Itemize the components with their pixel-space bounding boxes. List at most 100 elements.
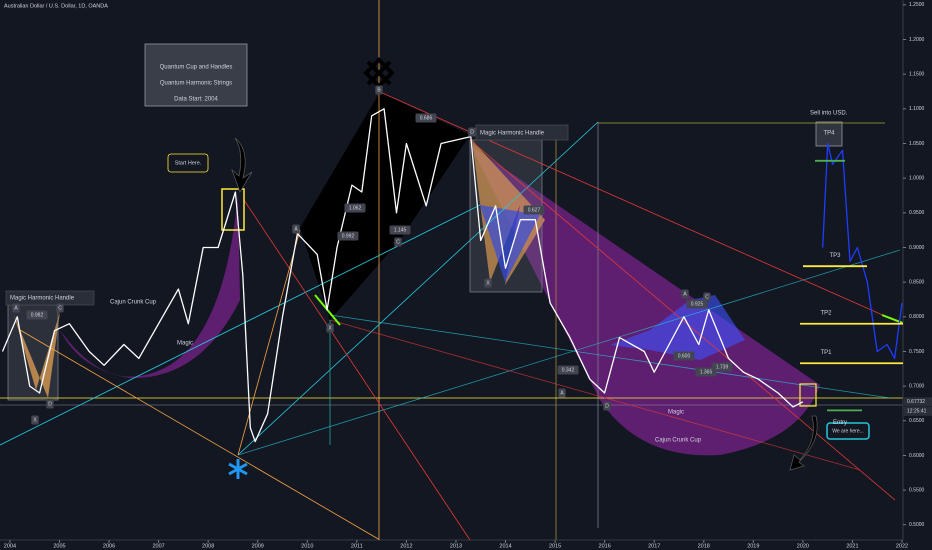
x-tick-label: 2011 [351,543,363,549]
highlight-box [799,383,817,407]
pattern-label: D [48,401,52,407]
arrow [789,415,818,471]
label-box [475,124,569,141]
pattern-tag [26,310,48,320]
trend-line [237,229,301,456]
y-tick-label: 0.9000 [909,245,925,251]
cup-area [470,145,820,456]
pattern-tag [31,415,39,425]
cup-area [60,195,240,379]
harmonic-shape [14,312,60,398]
pattern-tag [711,362,733,372]
countdown-tag [904,406,932,416]
annotation: Quantum Harmonic Strings [160,81,232,87]
annotation: Magic [668,410,684,416]
box [815,121,843,147]
pattern-tag [389,225,411,235]
y-tick-label: 1.2000 [909,37,925,43]
arrow [231,137,253,193]
pattern-label: A [560,390,564,396]
annotation: We are here... [832,428,864,434]
pattern-tag [344,203,366,213]
y-tick-label: 1.2500 [909,2,925,8]
pattern-label: B [377,87,381,93]
pattern-label: X [328,325,332,331]
price-tag [904,397,932,407]
x-tick-label: 2019 [747,543,759,549]
pattern-tag [46,399,54,409]
x-tick-label: 2010 [301,543,313,549]
annotation: Data Start: 2004 [174,97,218,103]
pattern-label: C [705,294,709,300]
pattern-label: 0.982 [31,312,44,318]
annotation: Cajun Crunk Cup [655,438,702,444]
pattern-tag [468,127,476,137]
pattern-label: 0.992 [342,233,355,239]
pattern-label: X [33,417,37,423]
pattern-tag [681,289,689,299]
pattern-label: 1.062 [349,205,362,211]
trend-line [329,319,861,471]
annotation: Quantum Cup and Handles [160,65,233,71]
note-box [826,422,870,440]
y-tick-label: 1.0500 [909,141,925,147]
pattern-tag [292,224,300,234]
pattern-label: X [486,280,490,286]
y-tick-label: 0.5000 [909,522,925,528]
pattern-label: 0.342 [562,367,575,373]
trend-line [243,199,471,541]
x-tick-label: 2009 [252,543,264,549]
annotation: Magic [177,341,193,347]
y-tick-label: 1.0000 [909,175,925,181]
pattern-tag [686,299,708,309]
target-label: TP4 [823,130,835,136]
x-tick-label: 2017 [648,543,660,549]
annotation: Magic Harmonic Handle [480,131,545,137]
y-tick-label: 0.6500 [909,418,925,424]
target-label: TP1 [820,350,832,356]
target-label: TP2 [820,310,832,316]
pattern-tag [558,388,566,398]
chart-title: Australian Dollar / U.S. Dollar, 1D, OAN… [4,3,108,9]
pattern-tag [326,323,334,333]
pattern-label: 0.627 [528,207,541,213]
price-line [822,142,903,360]
pattern-label: C [58,305,62,311]
x-tick-label: 2014 [499,543,511,549]
pattern-label: 0.925 [691,301,704,307]
y-tick-label: 0.9500 [909,210,925,216]
y-tick-label: 0.8000 [909,314,925,320]
countdown-label: 12:25:41 [907,409,927,415]
annotation: Sell into USD. [810,111,848,117]
x-tick-label: 2018 [698,543,710,549]
pattern-tag [673,351,695,361]
trend-line [329,314,891,399]
y-tick-label: 0.5500 [909,487,925,493]
x-tick-label: 2005 [53,543,65,549]
pattern-label: A [294,226,298,232]
pattern-label: 1.739 [716,364,729,370]
info-box [144,43,248,107]
pattern-tag [523,205,545,215]
x-tick-label: 2008 [202,543,214,549]
x-tick-label: 2015 [549,543,561,549]
label-box [5,290,95,306]
pattern-label: 1.365 [700,369,713,375]
harmonic-shape [300,92,470,320]
pattern-tag [56,303,64,313]
pattern-label: 0.686 [420,115,433,121]
target-label: Entry [833,420,847,426]
pattern-label: A [14,305,18,311]
harmonic-shape [480,205,540,282]
pattern-tag [375,85,383,95]
target-label: TP3 [829,253,841,259]
y-tick-label: 1.1500 [909,72,925,78]
box [469,139,543,293]
x-tick-label: 2020 [797,543,809,549]
pattern-tag [603,401,611,411]
pattern-tag [415,113,437,123]
y-tick-label: 0.7500 [909,349,925,355]
x-tick-label: 2006 [103,543,115,549]
